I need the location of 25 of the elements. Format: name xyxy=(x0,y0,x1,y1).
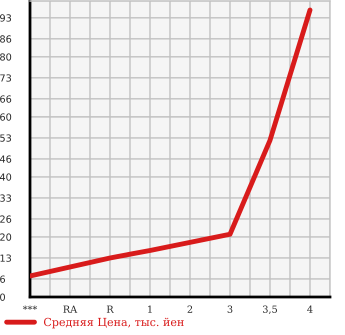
y-tick-label: 66 xyxy=(0,95,12,103)
x-tick-label: 3 xyxy=(228,306,232,313)
y-tick-label: 93 xyxy=(0,14,12,22)
legend-label: Средняя Цена, тыс. йен xyxy=(44,318,184,328)
y-tick-label: 60 xyxy=(0,113,12,121)
y-tick-label: 33 xyxy=(0,194,12,202)
x-tick-label: 4 xyxy=(307,306,313,313)
y-tick-label: 13 xyxy=(0,254,12,262)
y-tick-label: 20 xyxy=(0,233,12,241)
y-tick-label: 53 xyxy=(0,134,12,142)
y-tick-label: 86 xyxy=(0,35,12,43)
x-tick-label: 2 xyxy=(188,306,192,313)
y-tick-label: 80 xyxy=(0,53,12,61)
y-tick-label: 26 xyxy=(0,215,12,223)
y-tick-label: 46 xyxy=(0,155,12,163)
x-tick-label: RA xyxy=(63,306,78,313)
y-tick-label: 6 xyxy=(0,275,6,283)
x-tick-label: 3,5 xyxy=(263,306,277,314)
y-tick-label: 40 xyxy=(0,173,12,181)
y-tick-label: 73 xyxy=(0,74,12,82)
line-series xyxy=(30,8,312,278)
x-tick-label: 1 xyxy=(148,306,152,313)
x-tick-label: R xyxy=(106,306,114,313)
y-tick-label: 0 xyxy=(0,293,5,301)
x-tick-label: *** xyxy=(22,306,38,310)
